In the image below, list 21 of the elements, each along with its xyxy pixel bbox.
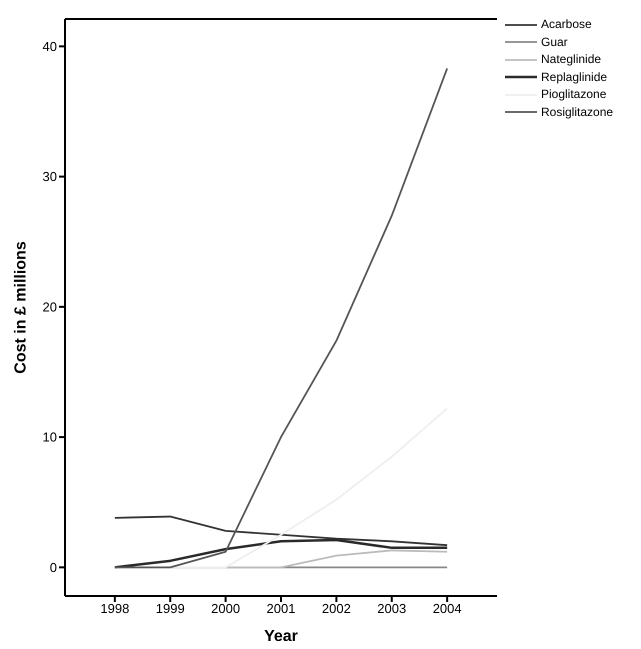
- x-tick-label: 2000: [211, 601, 240, 616]
- x-axis-title: Year: [264, 628, 298, 645]
- y-tick-label: 20: [42, 299, 57, 314]
- x-tick-label: 2004: [432, 601, 462, 616]
- x-tick-label: 2002: [322, 601, 351, 616]
- y-tick-label: 40: [42, 38, 57, 54]
- y-axis-title: Cost in £ millions: [12, 241, 30, 374]
- x-tick-label: 2001: [266, 601, 296, 616]
- legend-label: Nateglinide: [541, 51, 602, 68]
- x-tick-label: 1998: [100, 601, 130, 616]
- x-tick-label: 2003: [377, 601, 406, 616]
- y-tick-label: 30: [42, 169, 57, 184]
- y-tick-label: 10: [42, 430, 57, 445]
- line-series: [114, 68, 448, 568]
- legend-label: Pioglitazone: [541, 86, 606, 103]
- legend-label: Guar: [541, 34, 568, 50]
- legend-label: Acarbose: [541, 16, 592, 33]
- legend-label: Rosiglitazone: [541, 104, 614, 120]
- legend-label: Replaglinide: [541, 68, 608, 86]
- x-tick-label: 1999: [156, 601, 185, 616]
- y-tick-label: 0: [50, 560, 57, 575]
